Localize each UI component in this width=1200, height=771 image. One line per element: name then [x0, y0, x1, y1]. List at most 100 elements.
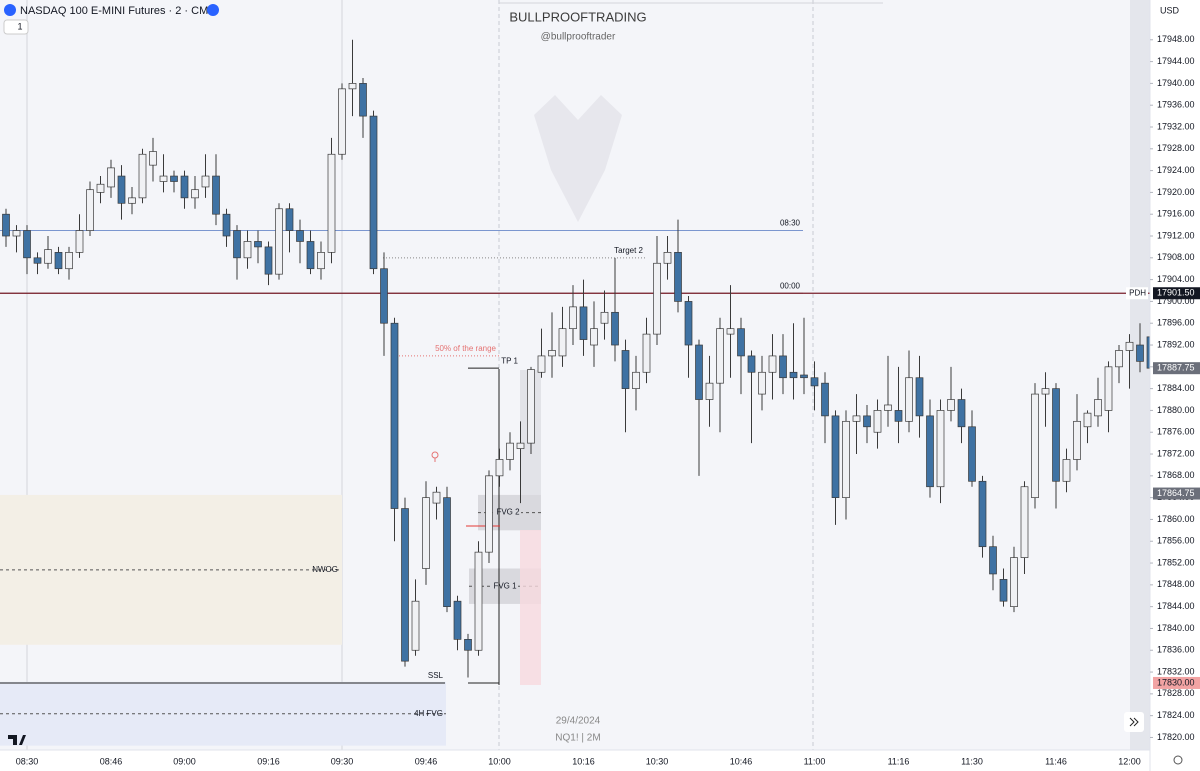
y-tick-label: 17832.00	[1157, 666, 1195, 676]
candle-body	[516, 442, 525, 449]
interval: 1	[17, 21, 22, 31]
candle-body	[569, 306, 577, 330]
candle-body	[1115, 350, 1123, 368]
candle-body	[485, 475, 493, 553]
candle-body	[663, 252, 672, 264]
candle-body	[894, 410, 903, 422]
candle-body	[222, 213, 231, 237]
y-tick-label: 17856.00	[1157, 536, 1195, 546]
candle-body	[54, 252, 63, 270]
candle-body	[296, 230, 304, 242]
x-tick-label: 10:16	[572, 756, 595, 766]
time-axis	[0, 750, 1150, 771]
candle-body	[1136, 344, 1144, 362]
candle-body	[506, 442, 514, 460]
candle-body	[254, 241, 262, 248]
candle-body	[138, 153, 147, 199]
y-tick-label: 17852.00	[1157, 557, 1195, 567]
x-tick-label: 09:30	[331, 756, 354, 766]
candle-body	[369, 115, 378, 270]
candle-body	[1020, 486, 1029, 558]
candle-body	[537, 355, 546, 373]
price-label: 17901.50	[1157, 288, 1195, 298]
interval-box[interactable]	[3, 19, 29, 35]
y-tick-label: 17848.00	[1157, 579, 1195, 589]
candle-body	[863, 415, 871, 428]
candle-body	[44, 249, 52, 264]
watermark-title: BULLPROOFTRADING	[509, 9, 646, 24]
x-tick-label: 09:00	[173, 756, 196, 766]
candle-body	[737, 328, 745, 357]
y-tick-label: 17824.00	[1157, 710, 1195, 720]
candle-body	[653, 262, 661, 335]
x-tick-label: 11:16	[888, 756, 910, 766]
price-label: 17830.00	[1157, 677, 1195, 687]
candle-body	[275, 208, 283, 275]
candle-body	[380, 268, 388, 324]
x-tick-label: 11:30	[961, 756, 983, 766]
y-tick-label: 17948.00	[1157, 34, 1195, 44]
candle-body	[674, 252, 682, 302]
candle-body	[86, 189, 94, 231]
candle-body	[75, 230, 84, 253]
candle-body	[810, 377, 819, 387]
zones: NWOG 4H FVG FVG 2 FVG 1	[0, 494, 541, 746]
level-label: Target 2	[614, 246, 643, 255]
level-label: 50% of the range	[435, 344, 496, 353]
candle-body	[411, 600, 420, 651]
candle-body	[1125, 341, 1134, 351]
x-tick-label: 08:30	[16, 756, 39, 766]
candle-body	[1031, 393, 1039, 498]
axis-labels: 17820.00 17824.00 17828.00 17832.00 17836.00…	[16, 34, 1200, 766]
price-label-box	[1153, 362, 1200, 375]
y-tick-label: 17880.00	[1157, 405, 1195, 415]
candle-body	[768, 355, 777, 373]
candle-body	[527, 369, 535, 444]
levels: 08:30 00:00 PDH Target 2 50% of the range TP …	[0, 219, 1150, 684]
x-tick-label: 11:00	[804, 756, 826, 766]
candle-body	[779, 355, 787, 379]
zone-label: 4H FVG	[414, 709, 443, 718]
candle-body	[1073, 420, 1081, 460]
candle-body	[747, 355, 756, 373]
y-tick-label: 17892.00	[1157, 339, 1195, 349]
y-tick-label: 17872.00	[1157, 448, 1195, 458]
candle-body	[642, 333, 651, 373]
candle-body	[464, 639, 472, 651]
y-tick-label: 17920.00	[1157, 187, 1195, 197]
candles	[2, 39, 1155, 678]
candle-body	[915, 377, 924, 417]
candle-body	[758, 371, 766, 395]
level-label: 08:30	[780, 219, 801, 228]
settings-icon[interactable]	[1173, 755, 1183, 765]
candle-body	[1041, 388, 1050, 395]
candle-body	[684, 301, 693, 346]
x-tick-label: 10:00	[488, 756, 511, 766]
candle-body	[12, 230, 21, 237]
watermark-date: 29/4/2024	[556, 716, 601, 727]
candle-body	[170, 175, 178, 182]
candle-body	[947, 399, 955, 411]
candle-body	[590, 328, 598, 346]
x-tick-label: 11:46	[1045, 756, 1067, 766]
candle-body	[579, 306, 588, 340]
y-tick-label: 17908.00	[1157, 252, 1195, 262]
candle-body	[306, 241, 315, 270]
candle-body	[621, 350, 630, 389]
x-tick-label: 09:46	[415, 756, 438, 766]
candle-body	[128, 197, 136, 204]
candle-body	[317, 252, 325, 270]
candle-body	[422, 497, 430, 569]
price-label: 17887.75	[1157, 363, 1195, 373]
candle-body	[107, 167, 115, 188]
y-tick-label: 17820.00	[1157, 732, 1195, 742]
replay-button[interactable]	[207, 4, 219, 16]
y-tick-label: 17924.00	[1157, 165, 1195, 175]
watermark-ticker: NQ1! | 2M	[555, 733, 600, 744]
candle-body	[632, 371, 640, 389]
zone-label: FVG 2	[496, 508, 520, 517]
y-tick-label: 17860.00	[1157, 514, 1195, 524]
candle-body	[936, 410, 945, 488]
price-label-box	[1153, 487, 1200, 500]
candle-body	[2, 213, 10, 237]
